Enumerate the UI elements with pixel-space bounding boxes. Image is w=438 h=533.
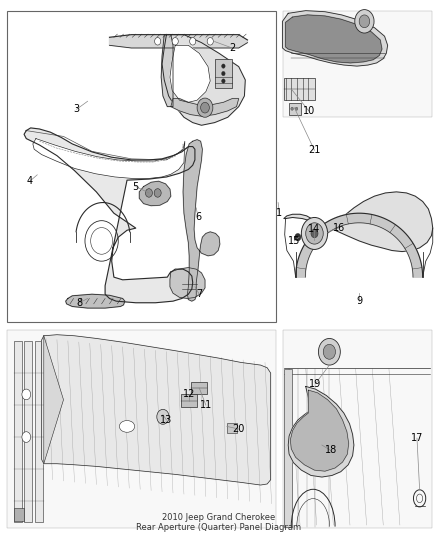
- Circle shape: [145, 189, 152, 197]
- Polygon shape: [284, 192, 433, 252]
- Text: 10: 10: [303, 106, 315, 116]
- Text: 9: 9: [356, 296, 362, 306]
- Text: 12: 12: [183, 390, 195, 399]
- Text: 6: 6: [195, 212, 201, 222]
- Polygon shape: [66, 294, 125, 308]
- Circle shape: [318, 338, 340, 365]
- Circle shape: [355, 10, 374, 33]
- Bar: [284, 369, 292, 527]
- Bar: [7, 11, 276, 322]
- Polygon shape: [110, 35, 247, 48]
- Polygon shape: [288, 386, 354, 477]
- Polygon shape: [44, 336, 64, 464]
- Circle shape: [311, 229, 318, 238]
- Circle shape: [22, 389, 31, 400]
- Circle shape: [222, 64, 225, 68]
- Text: 15: 15: [288, 236, 300, 246]
- Polygon shape: [33, 139, 185, 179]
- Polygon shape: [296, 213, 423, 277]
- Bar: [284, 78, 315, 100]
- Polygon shape: [24, 128, 195, 303]
- Polygon shape: [183, 140, 220, 301]
- Bar: [7, 330, 276, 528]
- Text: 21: 21: [308, 146, 321, 155]
- Circle shape: [22, 432, 31, 442]
- Polygon shape: [290, 390, 349, 471]
- Polygon shape: [171, 99, 239, 116]
- Text: 16: 16: [333, 223, 346, 232]
- Text: 13: 13: [160, 415, 173, 425]
- Circle shape: [172, 37, 178, 45]
- Polygon shape: [170, 45, 210, 102]
- Bar: [227, 423, 237, 433]
- Circle shape: [201, 102, 209, 113]
- Text: 14: 14: [308, 224, 321, 234]
- Circle shape: [155, 37, 161, 45]
- Bar: [35, 341, 43, 522]
- Text: 18: 18: [325, 446, 337, 455]
- Text: 5: 5: [133, 182, 139, 191]
- Polygon shape: [161, 35, 173, 107]
- Bar: [191, 382, 207, 394]
- Circle shape: [190, 37, 196, 45]
- Circle shape: [295, 107, 298, 110]
- Circle shape: [323, 344, 336, 359]
- Bar: [215, 59, 232, 88]
- Text: 3: 3: [74, 104, 80, 114]
- Text: 2: 2: [229, 43, 235, 53]
- Ellipse shape: [119, 421, 135, 432]
- Polygon shape: [42, 335, 271, 485]
- Bar: [283, 11, 432, 117]
- Bar: [289, 103, 301, 115]
- Circle shape: [157, 409, 169, 424]
- Polygon shape: [162, 35, 245, 125]
- Circle shape: [222, 79, 225, 83]
- Polygon shape: [283, 11, 388, 66]
- Text: 7: 7: [196, 289, 202, 299]
- Polygon shape: [286, 15, 382, 63]
- Circle shape: [207, 37, 213, 45]
- Text: 11: 11: [200, 400, 212, 410]
- Circle shape: [359, 15, 370, 28]
- Text: 19: 19: [309, 379, 321, 389]
- Text: 1: 1: [276, 208, 283, 218]
- Circle shape: [197, 98, 213, 117]
- Circle shape: [154, 189, 161, 197]
- Circle shape: [306, 223, 323, 244]
- Circle shape: [222, 71, 225, 76]
- Circle shape: [301, 217, 328, 249]
- Bar: [181, 394, 197, 407]
- Bar: [24, 341, 32, 522]
- Text: 20: 20: [233, 424, 245, 434]
- Bar: [14, 341, 22, 522]
- Text: 17: 17: [411, 433, 423, 443]
- Circle shape: [295, 233, 301, 241]
- Text: 4: 4: [27, 176, 33, 186]
- Bar: [14, 508, 24, 521]
- Polygon shape: [139, 181, 171, 206]
- Text: 8: 8: [77, 298, 83, 308]
- Polygon shape: [170, 268, 205, 298]
- Text: 2010 Jeep Grand Cherokee
Rear Aperture (Quarter) Panel Diagram: 2010 Jeep Grand Cherokee Rear Aperture (…: [137, 513, 301, 532]
- Circle shape: [291, 107, 293, 110]
- Bar: [283, 330, 432, 528]
